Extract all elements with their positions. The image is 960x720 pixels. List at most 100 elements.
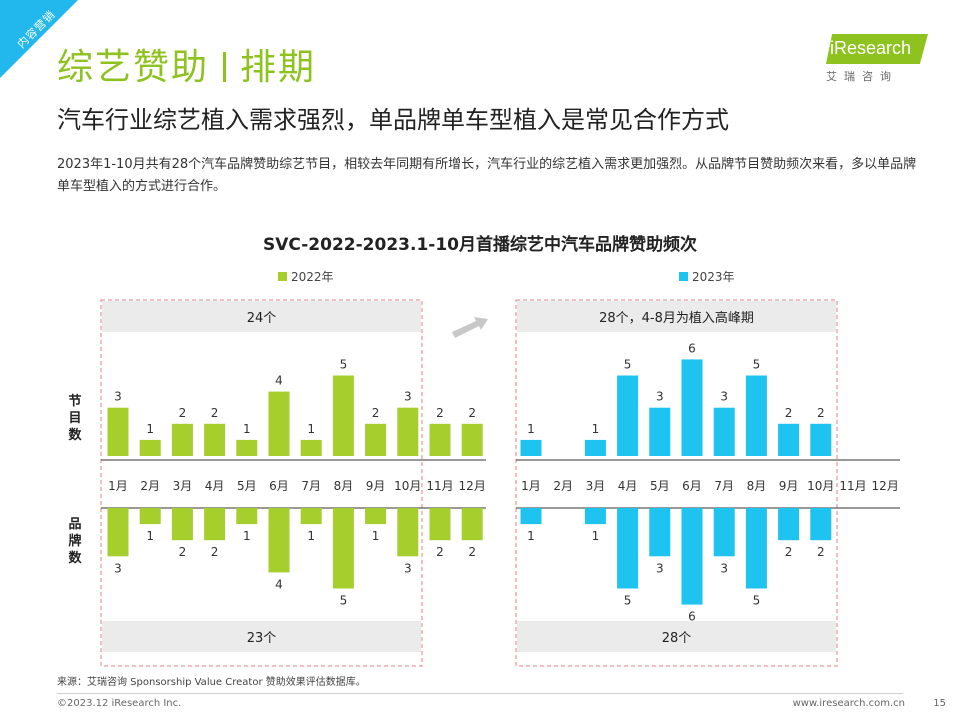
program-bar [332, 375, 354, 456]
program-value-label: 2 [436, 406, 444, 420]
program-value-label: 3 [404, 390, 412, 404]
page-number: 15 [933, 698, 946, 709]
month-label: 10月 [394, 479, 421, 493]
brand-value-label: 2 [436, 545, 444, 559]
brand-value-label: 2 [468, 545, 476, 559]
program-bar [429, 423, 451, 456]
program-value-label: 2 [179, 406, 187, 420]
program-value-label: 2 [372, 406, 380, 420]
footer-divider [57, 693, 903, 694]
brands-row-label-char: 数 [68, 550, 82, 566]
brand-value-label: 1 [592, 529, 600, 543]
brand-bar [681, 508, 703, 605]
program-bar [584, 439, 606, 456]
brand-value-label: 4 [275, 577, 283, 591]
legend-swatch-0 [278, 272, 287, 281]
brand-value-label: 2 [817, 545, 825, 559]
panel-frame-1 [515, 299, 838, 667]
brand-bar [745, 508, 767, 589]
brand-value-label: 3 [114, 561, 122, 575]
program-value-label: 3 [114, 390, 122, 404]
source-note: 来源：艾瑞咨询 Sponsorship Value Creator 赞助效果评估… [57, 677, 366, 688]
logo-text: iResearch [830, 38, 912, 58]
brand-bar [584, 508, 606, 525]
program-value-label: 2 [211, 406, 219, 420]
program-value-label: 5 [340, 358, 348, 372]
programs-total-label-0: 24个 [247, 311, 277, 326]
brand-value-label: 2 [211, 545, 219, 559]
page-title: 综艺赞助 排期 [57, 38, 316, 90]
month-label: 2月 [553, 479, 573, 493]
programs-row-label-char: 数 [68, 427, 82, 443]
legend-swatch-1 [679, 272, 688, 281]
logo-badge [826, 34, 928, 64]
program-bar [461, 423, 483, 456]
brand-value-label: 5 [753, 594, 761, 608]
month-label: 9月 [779, 479, 799, 493]
program-bar [713, 407, 735, 456]
brand-value-label: 1 [146, 529, 154, 543]
brand-bar [139, 508, 161, 525]
programs-total-band-0 [102, 301, 421, 332]
program-value-label: 1 [146, 422, 154, 436]
program-bar [397, 407, 419, 456]
brands-total-label-0: 23个 [247, 631, 277, 646]
brand-bar [713, 508, 735, 557]
brand-bar [236, 508, 258, 525]
program-bar [681, 359, 703, 456]
month-label: 7月 [714, 479, 734, 493]
month-label: 5月 [237, 479, 257, 493]
brand-value-label: 1 [527, 529, 535, 543]
brand-bar [810, 508, 832, 541]
program-value-label: 2 [468, 406, 476, 420]
program-value-label: 4 [275, 374, 283, 388]
brand-bar [300, 508, 322, 525]
month-label: 4月 [618, 479, 638, 493]
title-left: 综艺赞助 [57, 47, 210, 88]
program-bar [268, 391, 290, 456]
program-bar [139, 439, 161, 456]
website: www.iresearch.com.cn [792, 698, 905, 709]
program-value-label: 1 [307, 422, 315, 436]
brand-bar [429, 508, 451, 541]
month-label: 11月 [839, 479, 866, 493]
program-bar [745, 375, 767, 456]
logo-subtext: 艾瑞咨询 [826, 70, 898, 83]
chart-title: SVC-2022-2023.1-10月首播综艺中汽车品牌赞助频次 [262, 235, 697, 255]
brand-bar [778, 508, 800, 541]
month-label: 11月 [426, 479, 453, 493]
month-label: 6月 [682, 479, 702, 493]
month-label: 12月 [872, 479, 899, 493]
programs-total-label-1: 28个，4-8月为植入高峰期 [599, 310, 754, 326]
program-bar [649, 407, 671, 456]
month-label: 9月 [366, 479, 386, 493]
program-bar [778, 423, 800, 456]
brands-total-band-0 [102, 621, 421, 652]
month-label: 2月 [140, 479, 160, 493]
iresearch-logo: iResearch 艾瑞咨询 [820, 32, 930, 83]
month-label: 5月 [650, 479, 670, 493]
program-bar [617, 375, 639, 456]
month-label: 3月 [586, 479, 606, 493]
month-label: 7月 [301, 479, 321, 493]
program-value-label: 6 [688, 341, 696, 355]
program-value-label: 5 [753, 358, 761, 372]
brand-value-label: 1 [243, 529, 251, 543]
programs-row-label-char: 节 [68, 393, 81, 409]
brand-bar [520, 508, 542, 525]
program-value-label: 2 [785, 406, 793, 420]
page-subtitle: 汽车行业综艺植入需求强烈，单品牌单车型植入是常见合作方式 [57, 106, 729, 134]
program-value-label: 1 [592, 422, 600, 436]
brand-bar [649, 508, 671, 557]
month-label: 8月 [747, 479, 767, 493]
program-value-label: 2 [817, 406, 825, 420]
title-separator [223, 52, 227, 82]
brand-value-label: 1 [372, 529, 380, 543]
brand-value-label: 2 [785, 545, 793, 559]
program-value-label: 1 [527, 422, 535, 436]
comparison-arrow-icon [452, 317, 488, 338]
brand-value-label: 3 [720, 561, 728, 575]
program-bar [810, 423, 832, 456]
brand-bar [204, 508, 226, 541]
